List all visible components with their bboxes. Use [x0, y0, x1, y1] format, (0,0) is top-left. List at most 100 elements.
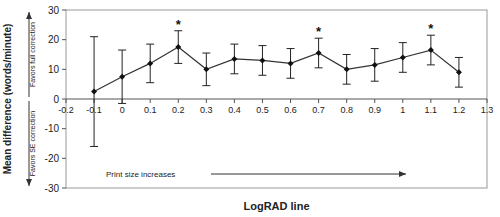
- x-tick-label: 1: [400, 105, 405, 115]
- error-bar: [399, 43, 407, 73]
- x-tick: [318, 99, 319, 103]
- significance-mark: *: [176, 17, 182, 32]
- error-bar-cap: [287, 78, 295, 79]
- error-bar-cap: [399, 72, 407, 73]
- error-bar: [90, 37, 98, 147]
- y-tick-label: 30: [48, 5, 60, 16]
- x-tick-label: 0.2: [172, 105, 185, 115]
- x-tick-label: 0.8: [340, 105, 353, 115]
- error-bar-cap: [202, 53, 210, 54]
- error-bar-cap: [258, 45, 266, 46]
- y-tick: [62, 158, 66, 159]
- point: [316, 50, 322, 56]
- point: [372, 62, 378, 68]
- error-bar: [427, 35, 435, 65]
- x-tick: [178, 99, 179, 103]
- point: [175, 44, 181, 50]
- x-tick-label: 0.7: [312, 105, 325, 115]
- x-tick: [374, 99, 375, 103]
- x-tick-label: 0.6: [284, 105, 297, 115]
- y-axis-label: Mean difference (words/minute): [2, 24, 13, 175]
- error-bar-cap: [90, 36, 98, 37]
- y-tick-label: -10: [45, 123, 60, 134]
- y-tick-label: 20: [48, 34, 60, 45]
- x-tick: [430, 99, 431, 103]
- x-tick-label: 1.2: [453, 105, 466, 115]
- y-tick: [62, 69, 66, 70]
- error-bar: [343, 55, 351, 85]
- x-tick: [206, 99, 207, 103]
- x-tick: [402, 99, 403, 103]
- chart-svg: -30-20-100102030-0.2-0.100.10.20.30.40.5…: [0, 0, 500, 217]
- error-bar-cap: [146, 44, 154, 45]
- x-tick-label: 0.5: [256, 105, 269, 115]
- y-tick: [62, 39, 66, 40]
- error-bar-cap: [118, 103, 126, 104]
- error-bar-cap: [230, 73, 238, 74]
- error-bar: [202, 53, 210, 86]
- plot-frame: [66, 10, 487, 188]
- error-bar: [230, 44, 238, 74]
- point: [344, 66, 350, 72]
- y-tick: [62, 128, 66, 129]
- data-group: [90, 31, 463, 147]
- error-bar-cap: [343, 84, 351, 85]
- point: [231, 56, 237, 62]
- error-bar-cap: [258, 75, 266, 76]
- x-tick-label: -0.2: [58, 105, 74, 115]
- x-tick: [346, 99, 347, 103]
- error-bar-cap: [287, 48, 295, 49]
- error-bar-cap: [455, 57, 463, 58]
- x-tick-label: 0.1: [144, 105, 157, 115]
- chart-container: -30-20-100102030-0.2-0.100.10.20.30.40.5…: [0, 0, 500, 217]
- series-line: [94, 47, 459, 92]
- x-tick-label: 0.3: [200, 105, 213, 115]
- x-tick-label: 0: [120, 105, 125, 115]
- y-tick: [62, 188, 66, 189]
- x-tick-label: 1.1: [425, 105, 438, 115]
- x-tick: [487, 99, 488, 103]
- point: [203, 66, 209, 72]
- error-bar: [146, 44, 154, 83]
- x-tick-label: 0.4: [228, 105, 241, 115]
- error-bar: [258, 46, 266, 76]
- point: [259, 57, 265, 63]
- error-bar: [174, 31, 182, 64]
- error-bar-cap: [315, 67, 323, 68]
- y-tick-label: -20: [45, 153, 60, 164]
- error-bar-cap: [343, 54, 351, 55]
- favors-se-label: Favors SE correction: [29, 111, 36, 176]
- error-bar-cap: [371, 81, 379, 82]
- y-tick-label: 0: [53, 94, 59, 105]
- error-bar-cap: [90, 146, 98, 147]
- x-tick: [234, 99, 235, 103]
- x-tick-label: 1.3: [481, 105, 494, 115]
- error-bar-cap: [118, 50, 126, 51]
- y-tick-label: 10: [48, 64, 60, 75]
- error-bar: [455, 57, 463, 87]
- point: [456, 69, 462, 75]
- error-bar: [118, 50, 126, 103]
- point: [147, 60, 153, 66]
- error-bar-cap: [146, 82, 154, 83]
- x-axis-label: LogRAD line: [244, 200, 310, 212]
- x-tick: [150, 99, 151, 103]
- error-bar-cap: [371, 48, 379, 49]
- y-tick: [62, 99, 66, 100]
- error-bar: [315, 38, 323, 68]
- print-size-arrow: [211, 174, 406, 175]
- significance-mark: *: [316, 24, 322, 39]
- x-axis-line: [66, 99, 487, 100]
- point: [400, 54, 406, 60]
- x-tick-label: 0.9: [368, 105, 381, 115]
- x-tick: [290, 99, 291, 103]
- error-bar-cap: [455, 87, 463, 88]
- error-bar-cap: [230, 44, 238, 45]
- error-bar: [287, 49, 295, 79]
- favors-full-label: Favors full correction: [29, 22, 36, 87]
- x-tick: [458, 99, 459, 103]
- significance-mark: *: [428, 21, 434, 36]
- error-bar: [371, 49, 379, 82]
- print-size-label: Print size increases: [106, 170, 175, 179]
- error-bar-cap: [202, 85, 210, 86]
